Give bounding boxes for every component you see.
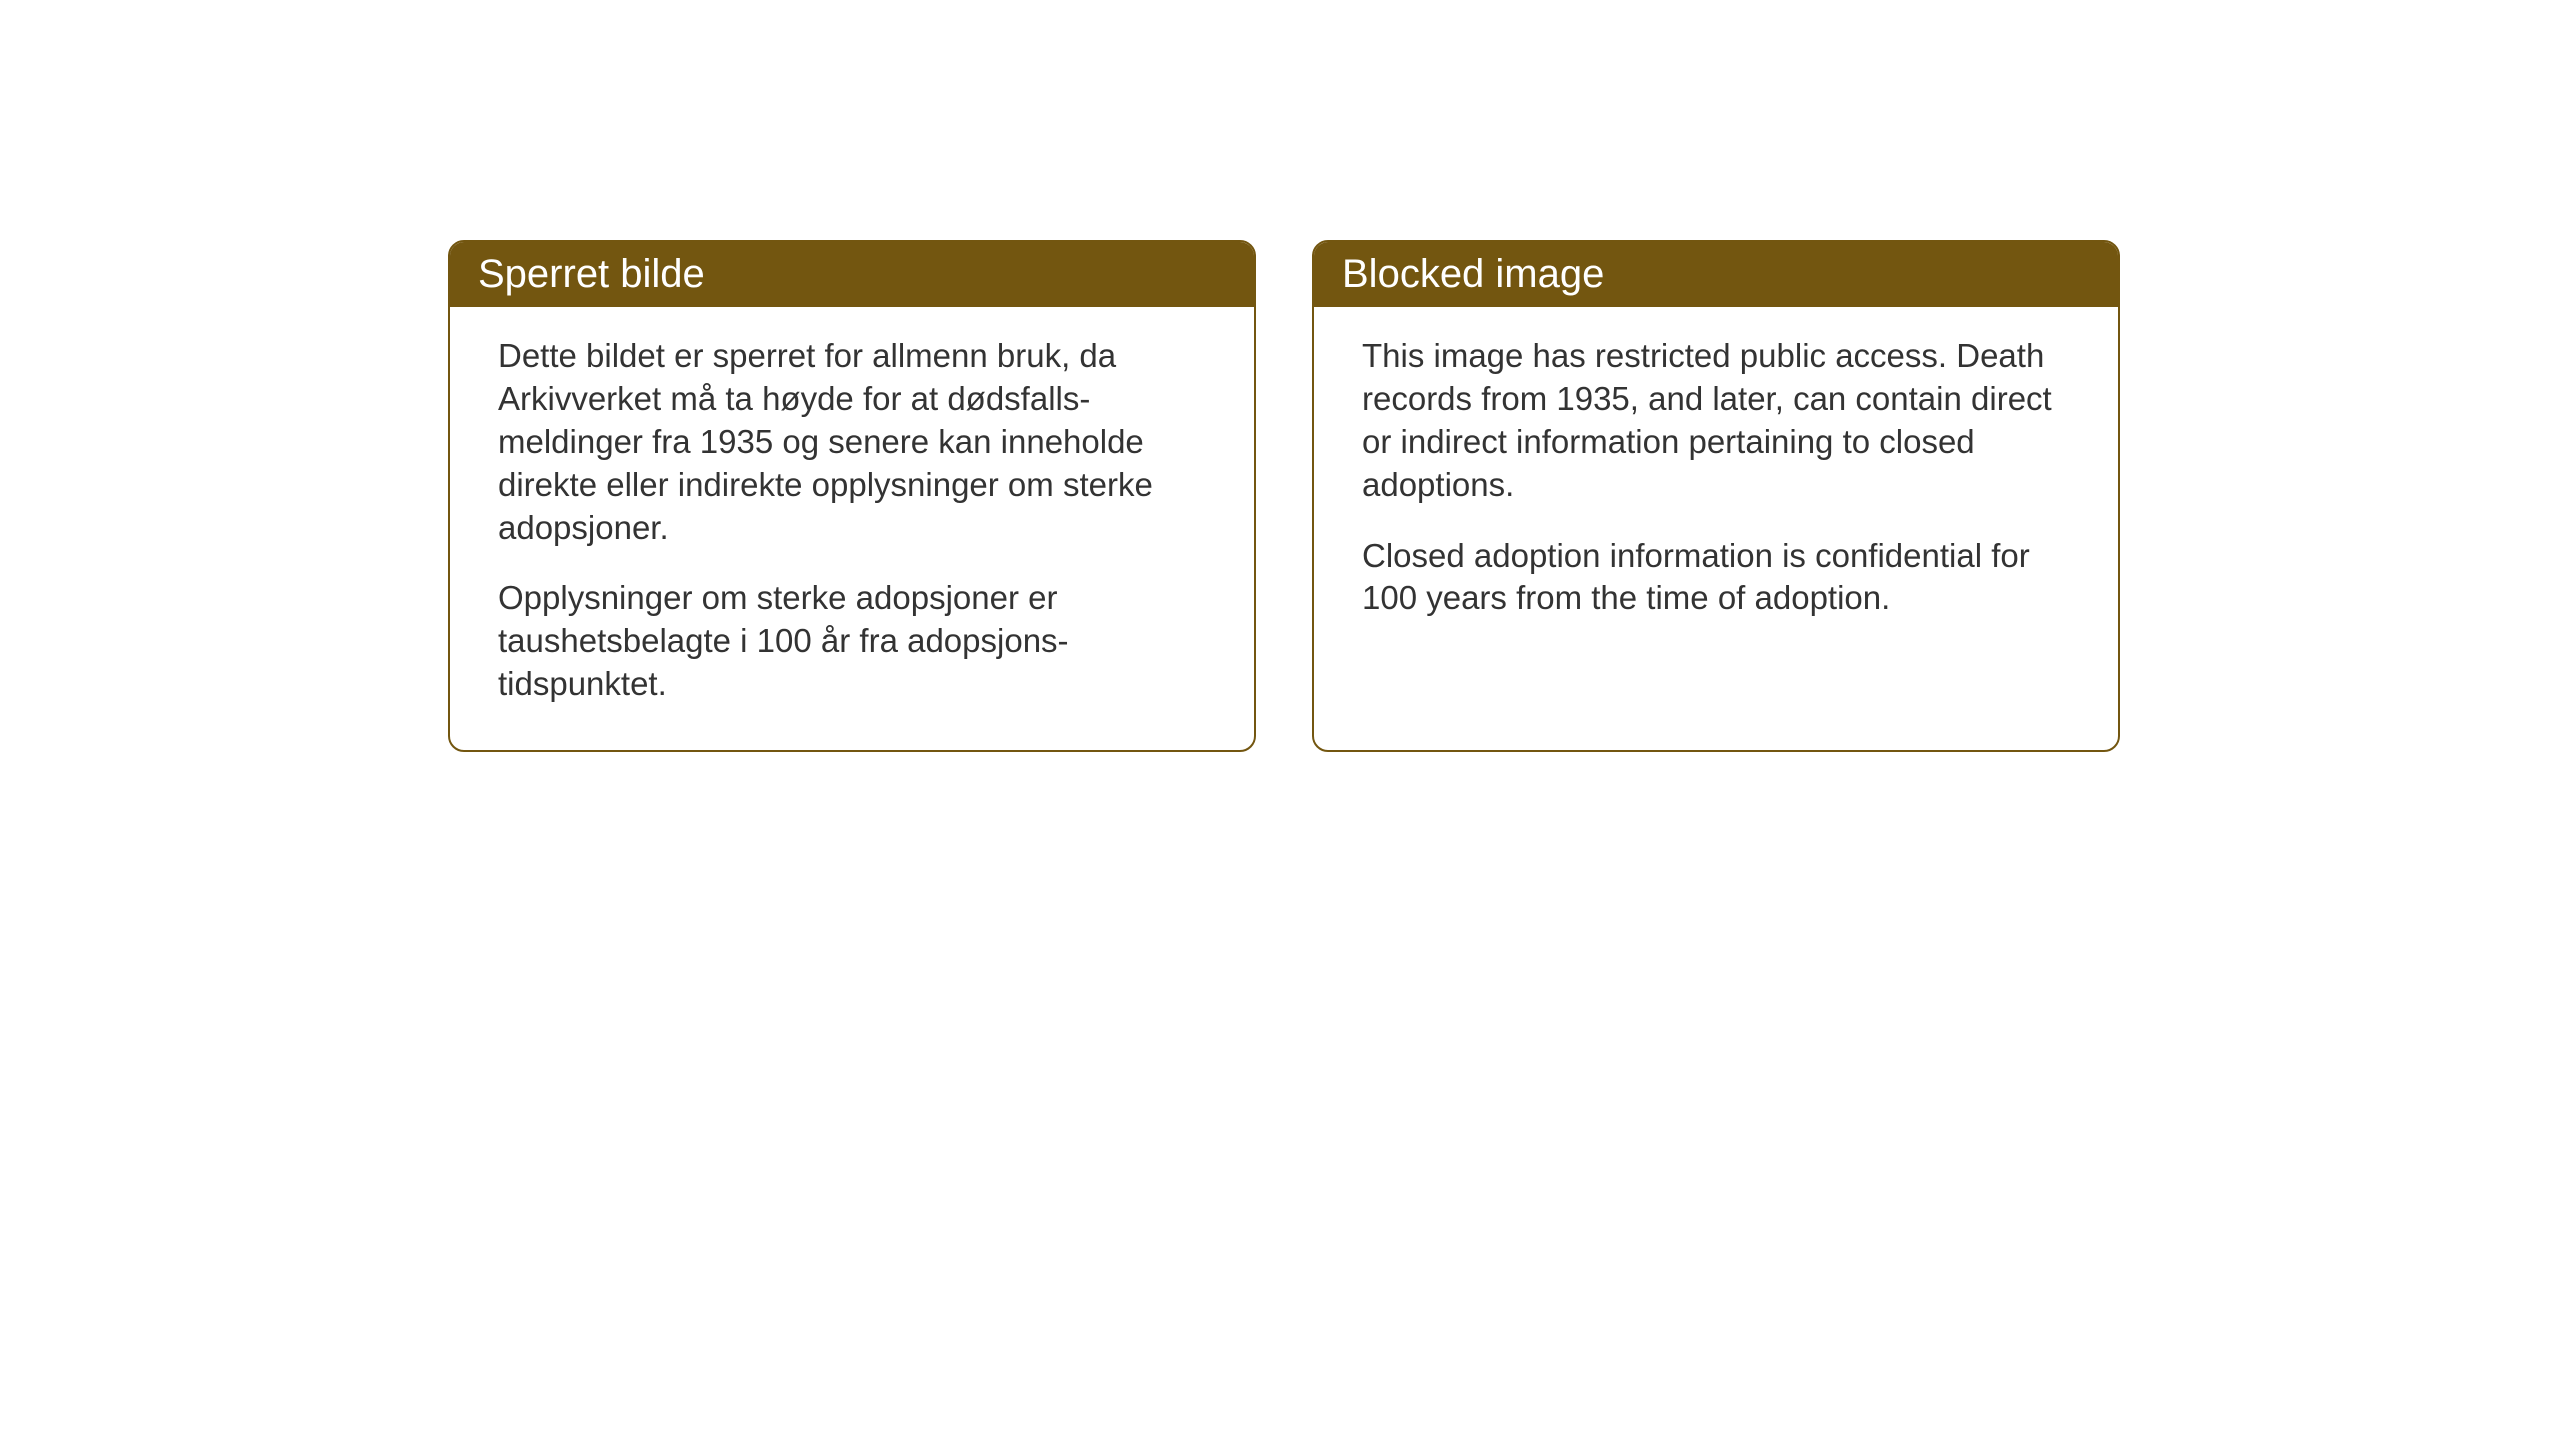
norwegian-paragraph-2: Opplysninger om sterke adopsjoner er tau… [498, 577, 1206, 706]
norwegian-card-body: Dette bildet er sperret for allmenn bruk… [450, 307, 1254, 746]
english-card-title: Blocked image [1314, 242, 2118, 307]
english-card-body: This image has restricted public access.… [1314, 307, 2118, 660]
english-paragraph-1: This image has restricted public access.… [1362, 335, 2070, 507]
english-paragraph-2: Closed adoption information is confident… [1362, 535, 2070, 621]
info-cards-container: Sperret bilde Dette bildet er sperret fo… [448, 240, 2120, 752]
norwegian-card-title: Sperret bilde [450, 242, 1254, 307]
norwegian-paragraph-1: Dette bildet er sperret for allmenn bruk… [498, 335, 1206, 549]
norwegian-info-card: Sperret bilde Dette bildet er sperret fo… [448, 240, 1256, 752]
english-info-card: Blocked image This image has restricted … [1312, 240, 2120, 752]
